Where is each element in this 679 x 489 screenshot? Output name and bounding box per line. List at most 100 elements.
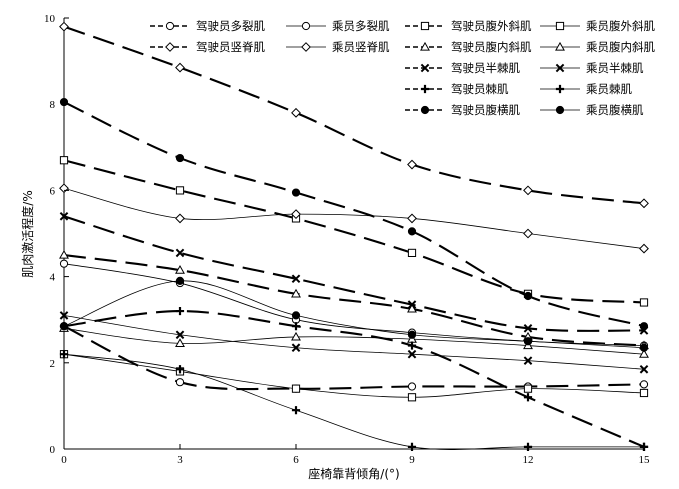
legend-item: 驾驶员多裂肌	[150, 19, 265, 33]
x-tick-label: 3	[177, 454, 183, 466]
legend-marker	[420, 41, 430, 51]
series-line	[63, 159, 645, 304]
legend-marker	[555, 41, 565, 51]
data-point	[407, 382, 417, 391]
y-tick-label: 6	[50, 185, 56, 197]
data-point	[407, 393, 417, 402]
legend-label: 驾驶员腹内斜肌	[451, 40, 532, 54]
legend-marker	[301, 42, 311, 52]
data-point	[59, 211, 69, 221]
data-point	[59, 183, 69, 194]
series-line	[63, 325, 645, 391]
legend-marker	[165, 42, 175, 52]
data-point	[291, 311, 301, 320]
data-point	[407, 330, 417, 339]
series-line	[63, 353, 645, 398]
series-13	[59, 97, 649, 331]
data-point	[291, 406, 301, 415]
legend-marker	[420, 105, 430, 115]
legend-label: 乘员棘肌	[586, 82, 632, 96]
series-11	[59, 306, 649, 451]
data-point	[175, 365, 185, 374]
data-point	[59, 156, 69, 165]
data-point	[407, 159, 417, 170]
x-tick-label: 15	[639, 454, 651, 466]
data-point	[59, 311, 69, 320]
data-point	[291, 188, 301, 197]
legend-label: 驾驶员棘肌	[451, 82, 509, 96]
series-layer	[59, 21, 649, 451]
series-2	[59, 259, 649, 350]
data-point	[639, 349, 649, 358]
data-point	[175, 330, 185, 340]
y-tick-label: 2	[50, 358, 56, 370]
series-12	[59, 350, 649, 451]
legend-label: 乘员竖脊肌	[332, 40, 390, 54]
data-point	[639, 243, 649, 254]
legend-item: 驾驶员腹横肌	[405, 103, 520, 117]
series-4	[59, 350, 649, 402]
series-line	[63, 327, 645, 355]
legend-label: 驾驶员竖脊肌	[196, 40, 265, 54]
axis-ticks: 0 3 6 9 12 15 0 2 4 6 8 10	[44, 13, 650, 466]
data-point	[639, 343, 649, 352]
legend-item: 乘员多裂肌	[286, 19, 390, 33]
data-point	[523, 337, 533, 346]
data-point	[291, 288, 301, 298]
data-point	[59, 322, 69, 331]
legend-label: 驾驶员腹外斜肌	[451, 19, 532, 33]
data-point	[175, 186, 185, 195]
legend-label: 乘员半棘肌	[586, 61, 644, 75]
legend-item: 驾驶员半棘肌	[405, 61, 520, 75]
x-tick-label: 0	[61, 454, 67, 466]
legend-item: 乘员腹内斜肌	[540, 40, 655, 54]
series-line	[63, 353, 644, 450]
data-point	[523, 384, 533, 393]
legend-item: 驾驶员竖脊肌	[150, 40, 265, 54]
legend-marker	[420, 84, 430, 94]
data-point	[175, 338, 185, 348]
series-line	[63, 254, 645, 347]
series-9	[59, 211, 649, 335]
x-tick-label: 9	[409, 454, 415, 466]
y-tick-label: 0	[50, 444, 56, 456]
legend-item: 乘员腹外斜肌	[540, 19, 655, 33]
data-point	[639, 198, 649, 209]
data-point	[639, 364, 649, 374]
data-point	[59, 350, 69, 359]
legend-marker	[555, 105, 565, 115]
data-point	[407, 300, 417, 309]
data-point	[291, 209, 301, 220]
data-point	[407, 213, 417, 224]
series-line	[63, 187, 645, 249]
data-point	[639, 388, 649, 398]
legend-item: 乘员竖脊肌	[286, 40, 390, 54]
series-line	[63, 280, 645, 349]
legend-marker	[555, 63, 565, 73]
data-point	[291, 343, 301, 353]
data-point	[523, 356, 533, 365]
data-point	[59, 259, 69, 268]
data-point	[175, 378, 185, 387]
data-point	[639, 298, 649, 307]
legend-marker	[555, 21, 565, 31]
data-point	[291, 322, 301, 331]
y-tick-label: 8	[50, 99, 56, 111]
x-tick-label: 12	[523, 454, 534, 466]
data-point	[59, 249, 69, 259]
data-point	[407, 303, 417, 313]
series-5	[59, 21, 649, 209]
legend-label: 驾驶员腹横肌	[451, 103, 520, 117]
data-point	[639, 380, 649, 389]
data-point	[291, 274, 301, 284]
data-point	[175, 248, 185, 258]
legend-marker	[165, 21, 175, 31]
legend-label: 驾驶员多裂肌	[196, 19, 265, 33]
data-point	[523, 291, 533, 301]
legend-marker	[301, 21, 311, 31]
series-line	[63, 101, 645, 328]
series-line	[63, 310, 645, 448]
data-point	[175, 153, 185, 163]
